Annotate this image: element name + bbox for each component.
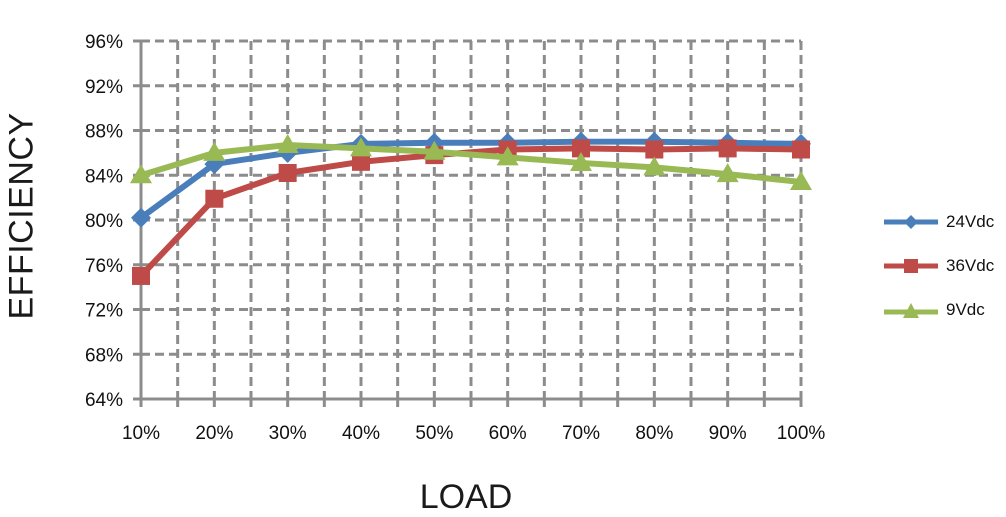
y-tick-label: 96% [85, 32, 123, 53]
square-marker-icon [352, 152, 370, 171]
tick-labels: 64% 68% 72% 76% 80% 84% 88% 92% 96% 10% 20% 30% 40% 5… [85, 32, 825, 444]
x-tick-label: 30% [269, 423, 307, 444]
triangle-marker-icon [790, 170, 812, 190]
y-tick-label: 72% [85, 301, 123, 322]
diamond-marker-icon [884, 215, 938, 229]
x-tick-label: 50% [415, 423, 453, 444]
series-line [139, 138, 802, 221]
y-tick-label: 92% [85, 77, 123, 98]
legend: 24Vdc 36Vdc 9Vdc [882, 200, 994, 332]
diamond-marker-icon [131, 207, 151, 228]
y-tick-label: 88% [85, 122, 123, 143]
y-tick-label: 68% [85, 345, 123, 366]
x-tick-label: 70% [562, 423, 600, 444]
x-tick-label: 20% [195, 423, 233, 444]
legend-label: 36Vdc [946, 256, 995, 275]
series-9vdc [130, 134, 812, 190]
square-marker-icon [718, 139, 737, 158]
square-marker-icon [205, 189, 224, 208]
triangle-marker-icon [496, 146, 519, 166]
x-tick-label: 60% [489, 423, 527, 444]
square-marker-icon [132, 266, 150, 285]
triangle-marker-icon [884, 303, 938, 318]
grid-lines [141, 39, 803, 399]
legend-item-24vdc: 24Vdc [882, 200, 994, 244]
triangle-marker-icon [716, 163, 739, 183]
x-axis-title: LOAD [419, 478, 513, 516]
y-tick-label: 84% [85, 166, 123, 187]
x-tick-label: 80% [635, 423, 673, 444]
legend-label: 24Vdc [946, 212, 995, 231]
y-tick-label: 64% [85, 390, 123, 411]
triangle-marker-icon [643, 156, 666, 176]
axes [133, 39, 803, 407]
triangle-marker-icon [423, 140, 446, 160]
square-marker-icon [645, 140, 664, 159]
legend-label: 9Vdc [946, 300, 985, 319]
y-tick-label: 76% [85, 256, 123, 277]
triangle-marker-icon [350, 137, 372, 157]
x-tick-label: 40% [342, 423, 380, 444]
square-marker-icon [884, 259, 938, 273]
legend-item-36vdc: 36Vdc [882, 244, 994, 288]
triangle-marker-icon [130, 164, 152, 184]
x-tick-label: 10% [122, 423, 160, 444]
x-tick-label: 90% [709, 423, 747, 444]
y-axis-title: EFFICIENCY [2, 112, 41, 320]
data-series [130, 131, 812, 285]
legend-item-9vdc: 9Vdc [882, 288, 994, 332]
triangle-marker-icon [570, 151, 592, 171]
x-tick-label: 100% [777, 423, 826, 444]
square-marker-icon [792, 140, 810, 159]
square-marker-icon [278, 164, 297, 183]
series-line [140, 142, 802, 185]
triangle-marker-icon [276, 134, 299, 154]
y-tick-label: 80% [85, 211, 123, 232]
triangle-marker-icon [203, 141, 226, 161]
square-marker-icon [572, 139, 590, 158]
